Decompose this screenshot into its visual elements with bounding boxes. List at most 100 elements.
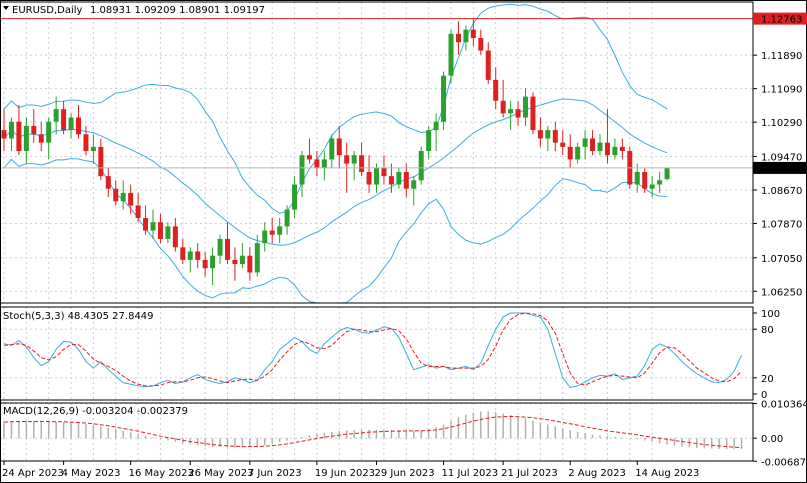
candle-body [530, 96, 536, 131]
candle-body [306, 155, 312, 160]
candle-body [239, 255, 245, 265]
candle-body [560, 142, 566, 147]
candle-body [16, 121, 22, 152]
candle-body [53, 109, 59, 122]
candle-body [262, 230, 268, 244]
candle-body [105, 176, 111, 189]
candle-body [426, 130, 432, 152]
candle-body [329, 138, 335, 160]
candle-body [478, 38, 484, 51]
candle-body [493, 79, 499, 101]
candle-body [269, 230, 275, 235]
dropdown-triangle-icon[interactable] [3, 6, 9, 10]
bollinger-middle [3, 98, 668, 246]
candle-body [523, 96, 528, 118]
candle-body [277, 226, 283, 235]
candle-body [344, 155, 350, 164]
candle-body [634, 171, 640, 185]
y-tick-label: -0.006876 [761, 457, 807, 468]
bollinger-lower [3, 158, 668, 304]
x-tick-label: 2 Aug 2023 [568, 468, 626, 479]
candle-body [403, 171, 409, 189]
y-tick-label: 0.00 [761, 434, 783, 445]
candle-body [202, 259, 208, 269]
candle-body [31, 125, 37, 135]
x-tick-label: 11 Jul 2023 [442, 468, 499, 479]
current-price-tag [753, 161, 807, 174]
candle-body [604, 142, 610, 156]
y-axis-labels: 1.11890 1.11090 1.10290 1.09470 1.08670 1.078… [753, 12, 807, 468]
candle-body [575, 146, 581, 160]
candle-body [292, 184, 298, 210]
candle-body [217, 238, 223, 256]
candle-body [143, 218, 149, 231]
candle-body [441, 75, 447, 122]
candle-body [642, 171, 648, 189]
price-line-tag [753, 12, 807, 25]
candle-body [366, 171, 372, 185]
y-tick-label: 1.06250 [761, 287, 802, 298]
x-tick-label: 26 May 2023 [188, 468, 253, 479]
candle-body [418, 151, 424, 181]
candle-body [582, 138, 588, 147]
price-header: EURUSD,Daily 1.08931 1.09209 1.08901 1.0… [3, 5, 265, 16]
stochastic-series [3, 312, 743, 389]
y-tick-label: 80 [761, 325, 774, 336]
y-tick-label: 1.07870 [761, 219, 802, 230]
candle-body [195, 251, 201, 260]
candle-body [90, 146, 96, 152]
candle-body [664, 167, 670, 180]
candle-body [120, 192, 126, 202]
candle-body [485, 50, 491, 80]
candle-body [359, 155, 365, 172]
candle-body [232, 259, 238, 265]
candle-body [225, 238, 230, 260]
y-tick-label: 1.11890 [761, 51, 802, 62]
candle-body [470, 29, 476, 39]
candle-body [590, 138, 596, 152]
candle-body [76, 117, 81, 135]
candle-body [336, 138, 342, 156]
candle-body [567, 146, 573, 160]
stoch-signal-line [3, 312, 742, 387]
candle-body [165, 226, 171, 239]
y-tick-label: 1.11090 [761, 85, 802, 96]
x-tick-label: 29 Jun 2023 [375, 468, 435, 479]
candle-body [537, 130, 543, 139]
candle-body [38, 134, 44, 143]
candle-body [619, 146, 625, 152]
y-tick-label: 0.010364 [761, 399, 807, 410]
candle-body [8, 121, 14, 139]
candle-body [515, 109, 521, 118]
candle-body [396, 171, 402, 185]
candle-body [508, 109, 514, 114]
candle-body [351, 155, 357, 164]
y-tick-label: 1.10290 [761, 118, 802, 129]
symbol-label: EURUSD,Daily [12, 5, 83, 16]
candle-body [1, 130, 7, 139]
price-line-tag-label: 1.12763 [761, 15, 802, 26]
candle-body [135, 205, 141, 219]
y-tick-label: 100 [761, 309, 780, 320]
x-tick-label: 16 May 2023 [129, 468, 194, 479]
candle-body [545, 130, 551, 139]
candle-body [374, 167, 379, 185]
candle-body [612, 146, 618, 156]
candle-body [180, 247, 186, 260]
candle-body [448, 33, 454, 76]
candle-body [247, 255, 253, 273]
stoch-label: Stoch(5,3,3) 48.4305 27.8449 [3, 311, 154, 322]
candle-body [299, 155, 305, 185]
candle-body [649, 184, 655, 189]
candle-body [388, 176, 394, 185]
candle-body [552, 130, 558, 143]
candle-body [83, 134, 89, 152]
grid [0, 2, 753, 462]
candle-body [98, 146, 104, 177]
candle-body [381, 167, 387, 177]
y-tick-label: 1.09470 [761, 152, 802, 163]
x-tick-label: 24 Apr 2023 [2, 468, 64, 479]
candle-body [657, 180, 663, 185]
